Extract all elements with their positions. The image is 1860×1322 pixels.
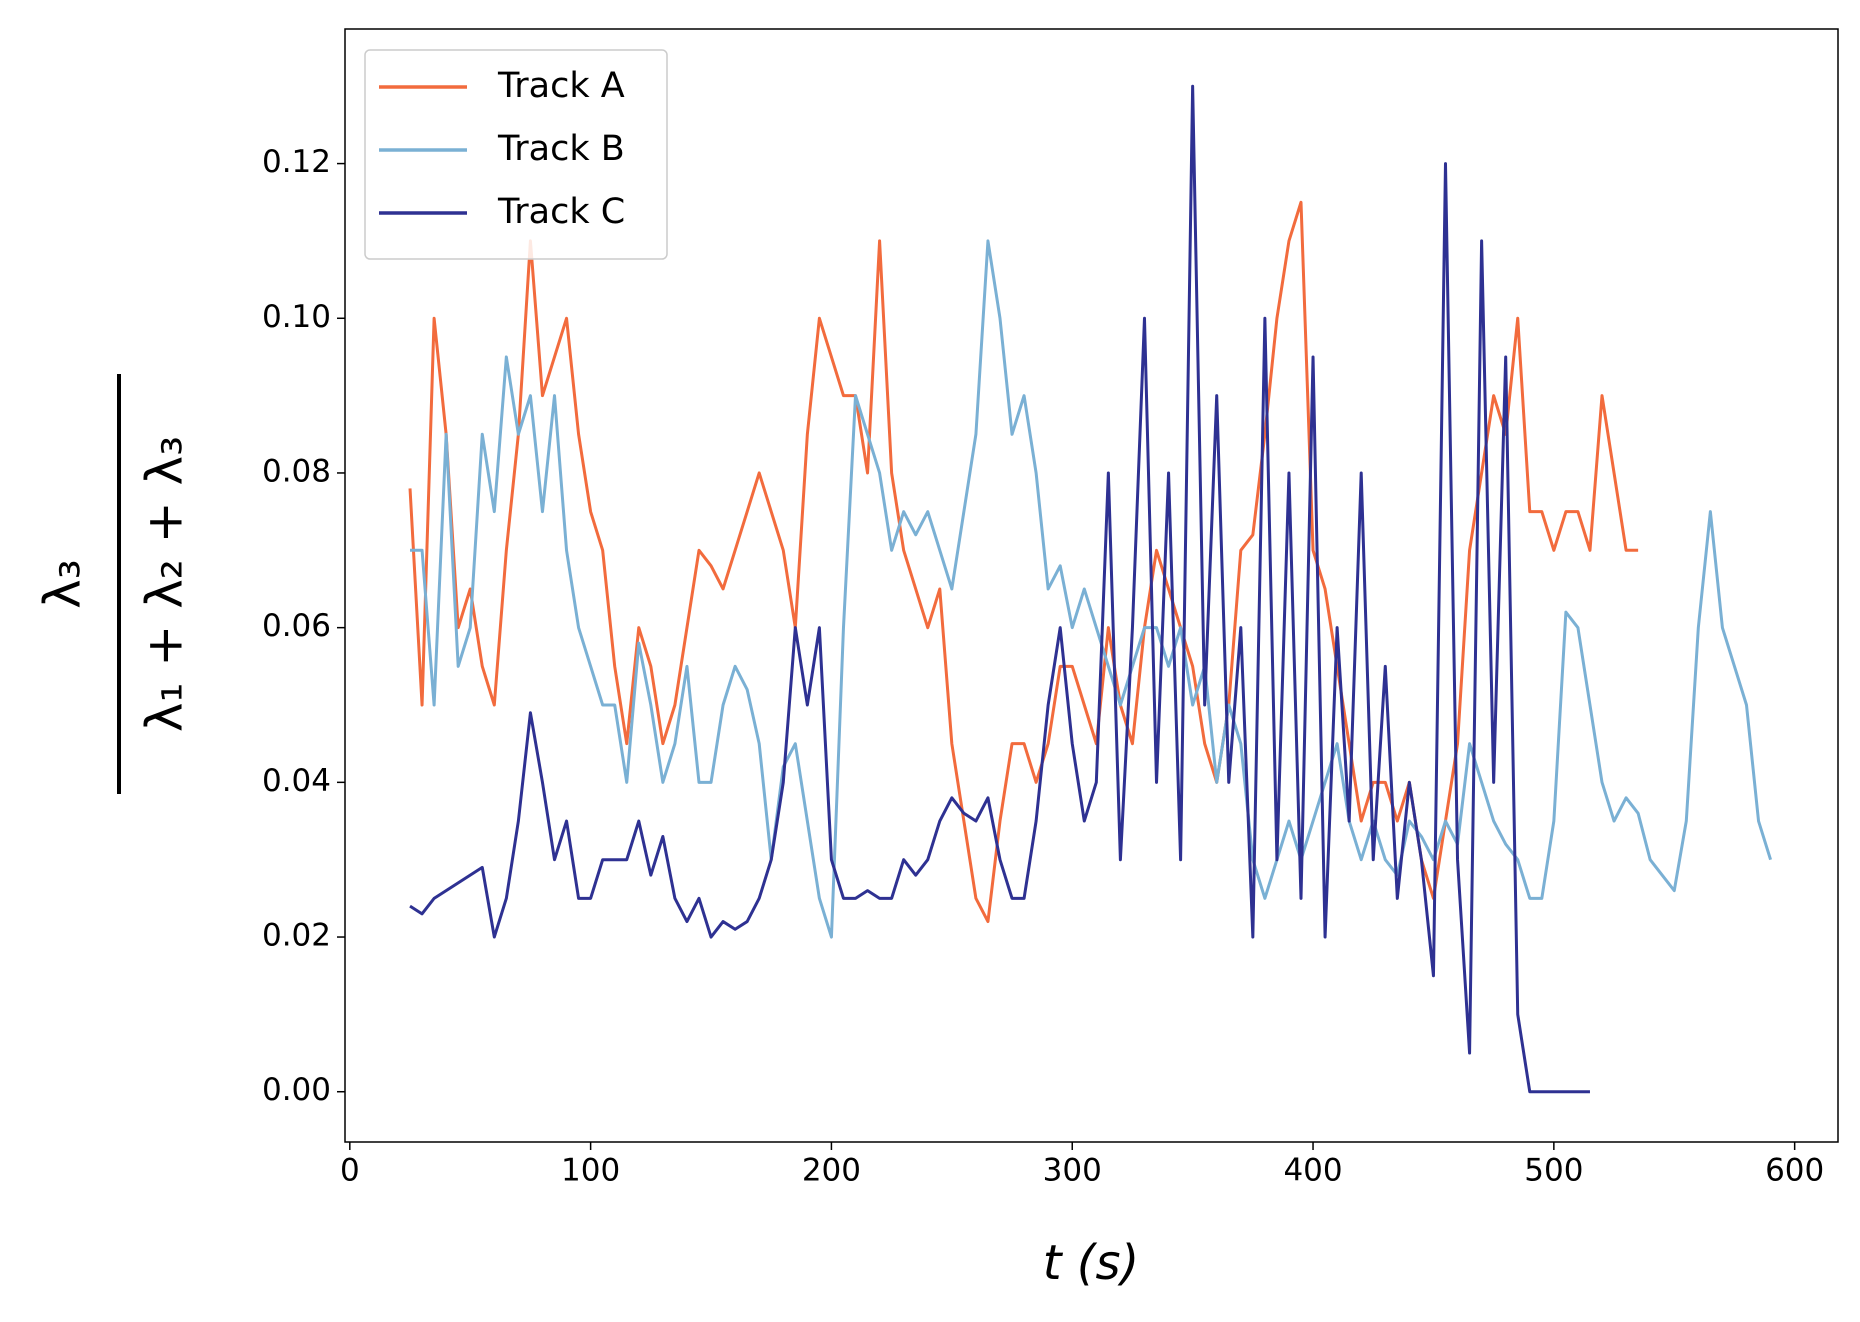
y-axis-label: λ₃ λ₁ + λ₂ + λ₃ — [34, 374, 194, 794]
x-tick-label: 200 — [802, 1153, 861, 1189]
y-tick-label: 0.02 — [262, 918, 331, 954]
y-tick-label: 0.12 — [262, 144, 331, 180]
y-tick-label: 0.06 — [262, 608, 331, 644]
x-tick-label: 400 — [1283, 1153, 1342, 1189]
x-axis-label: t (s) — [1043, 1235, 1140, 1291]
y-label-numerator: λ₃ — [34, 559, 92, 609]
legend-label: Track C — [497, 192, 625, 232]
y-label-denominator: λ₁ + λ₂ + λ₃ — [136, 436, 194, 732]
series-line — [410, 239, 1773, 939]
series-line — [408, 200, 1639, 924]
y-tick-label: 0.00 — [262, 1072, 331, 1108]
x-tick-label: 300 — [1043, 1153, 1102, 1189]
legend-label: Track A — [497, 66, 625, 106]
y-tick-label: 0.04 — [262, 763, 331, 799]
x-tick-label: 500 — [1524, 1153, 1583, 1189]
legend-box — [364, 49, 668, 260]
x-tick-label: 0 — [340, 1153, 360, 1189]
y-tick-label: 0.08 — [262, 453, 331, 489]
plot-frame — [344, 28, 1839, 1143]
series-line — [409, 84, 1590, 1094]
x-tick-label: 100 — [561, 1153, 620, 1189]
legend-label: Track B — [497, 129, 625, 169]
y-tick-label: 0.10 — [262, 299, 331, 335]
x-tick-label: 600 — [1765, 1153, 1824, 1189]
